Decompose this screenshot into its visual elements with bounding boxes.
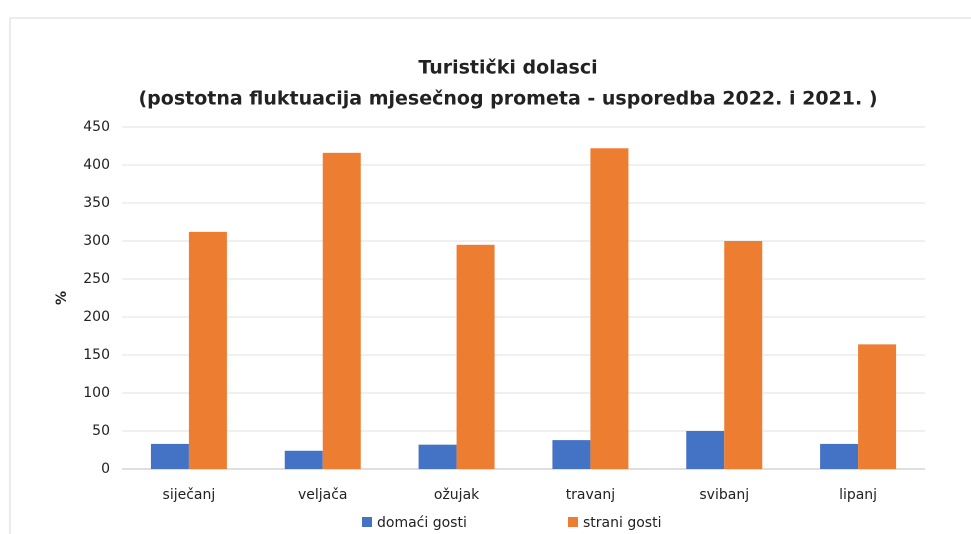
bar: [418, 444, 457, 469]
y-tick-label: 200: [83, 309, 110, 325]
y-tick-label: 300: [83, 233, 110, 249]
chart-title: Turistički dolasci: [418, 57, 597, 79]
bar: [590, 148, 629, 469]
y-tick-label: 400: [83, 157, 110, 173]
bar: [284, 450, 323, 469]
y-tick-label: 150: [83, 347, 110, 363]
bar: [150, 443, 189, 469]
bar: [552, 440, 591, 469]
y-tick-label: 350: [83, 195, 110, 211]
y-tick-label: 0: [101, 461, 110, 477]
x-tick-label: svibanj: [699, 487, 749, 503]
bar: [724, 241, 763, 469]
bar: [820, 443, 859, 469]
bar: [686, 431, 725, 469]
legend-swatch: [568, 517, 578, 527]
bar: [858, 344, 897, 469]
x-tick-label: lipanj: [839, 487, 877, 503]
x-tick-label: ožujak: [434, 487, 480, 503]
y-tick-label: 250: [83, 271, 110, 287]
y-tick-label: 100: [83, 385, 110, 401]
legend-swatch: [362, 517, 372, 527]
y-axis-label: %: [54, 291, 70, 305]
legend-label: domaći gosti: [377, 515, 467, 531]
legend-label: strani gosti: [583, 515, 661, 531]
x-tick-label: siječanj: [163, 487, 216, 503]
bar: [322, 152, 361, 469]
y-tick-label: 450: [83, 119, 110, 135]
bar: [456, 244, 495, 469]
x-tick-label: travanj: [566, 487, 615, 503]
chart-title: (postotna fluktuacija mjesečnog prometa …: [138, 88, 877, 110]
bar: [188, 231, 227, 469]
y-tick-label: 50: [92, 423, 110, 439]
x-tick-label: veljača: [298, 487, 348, 503]
